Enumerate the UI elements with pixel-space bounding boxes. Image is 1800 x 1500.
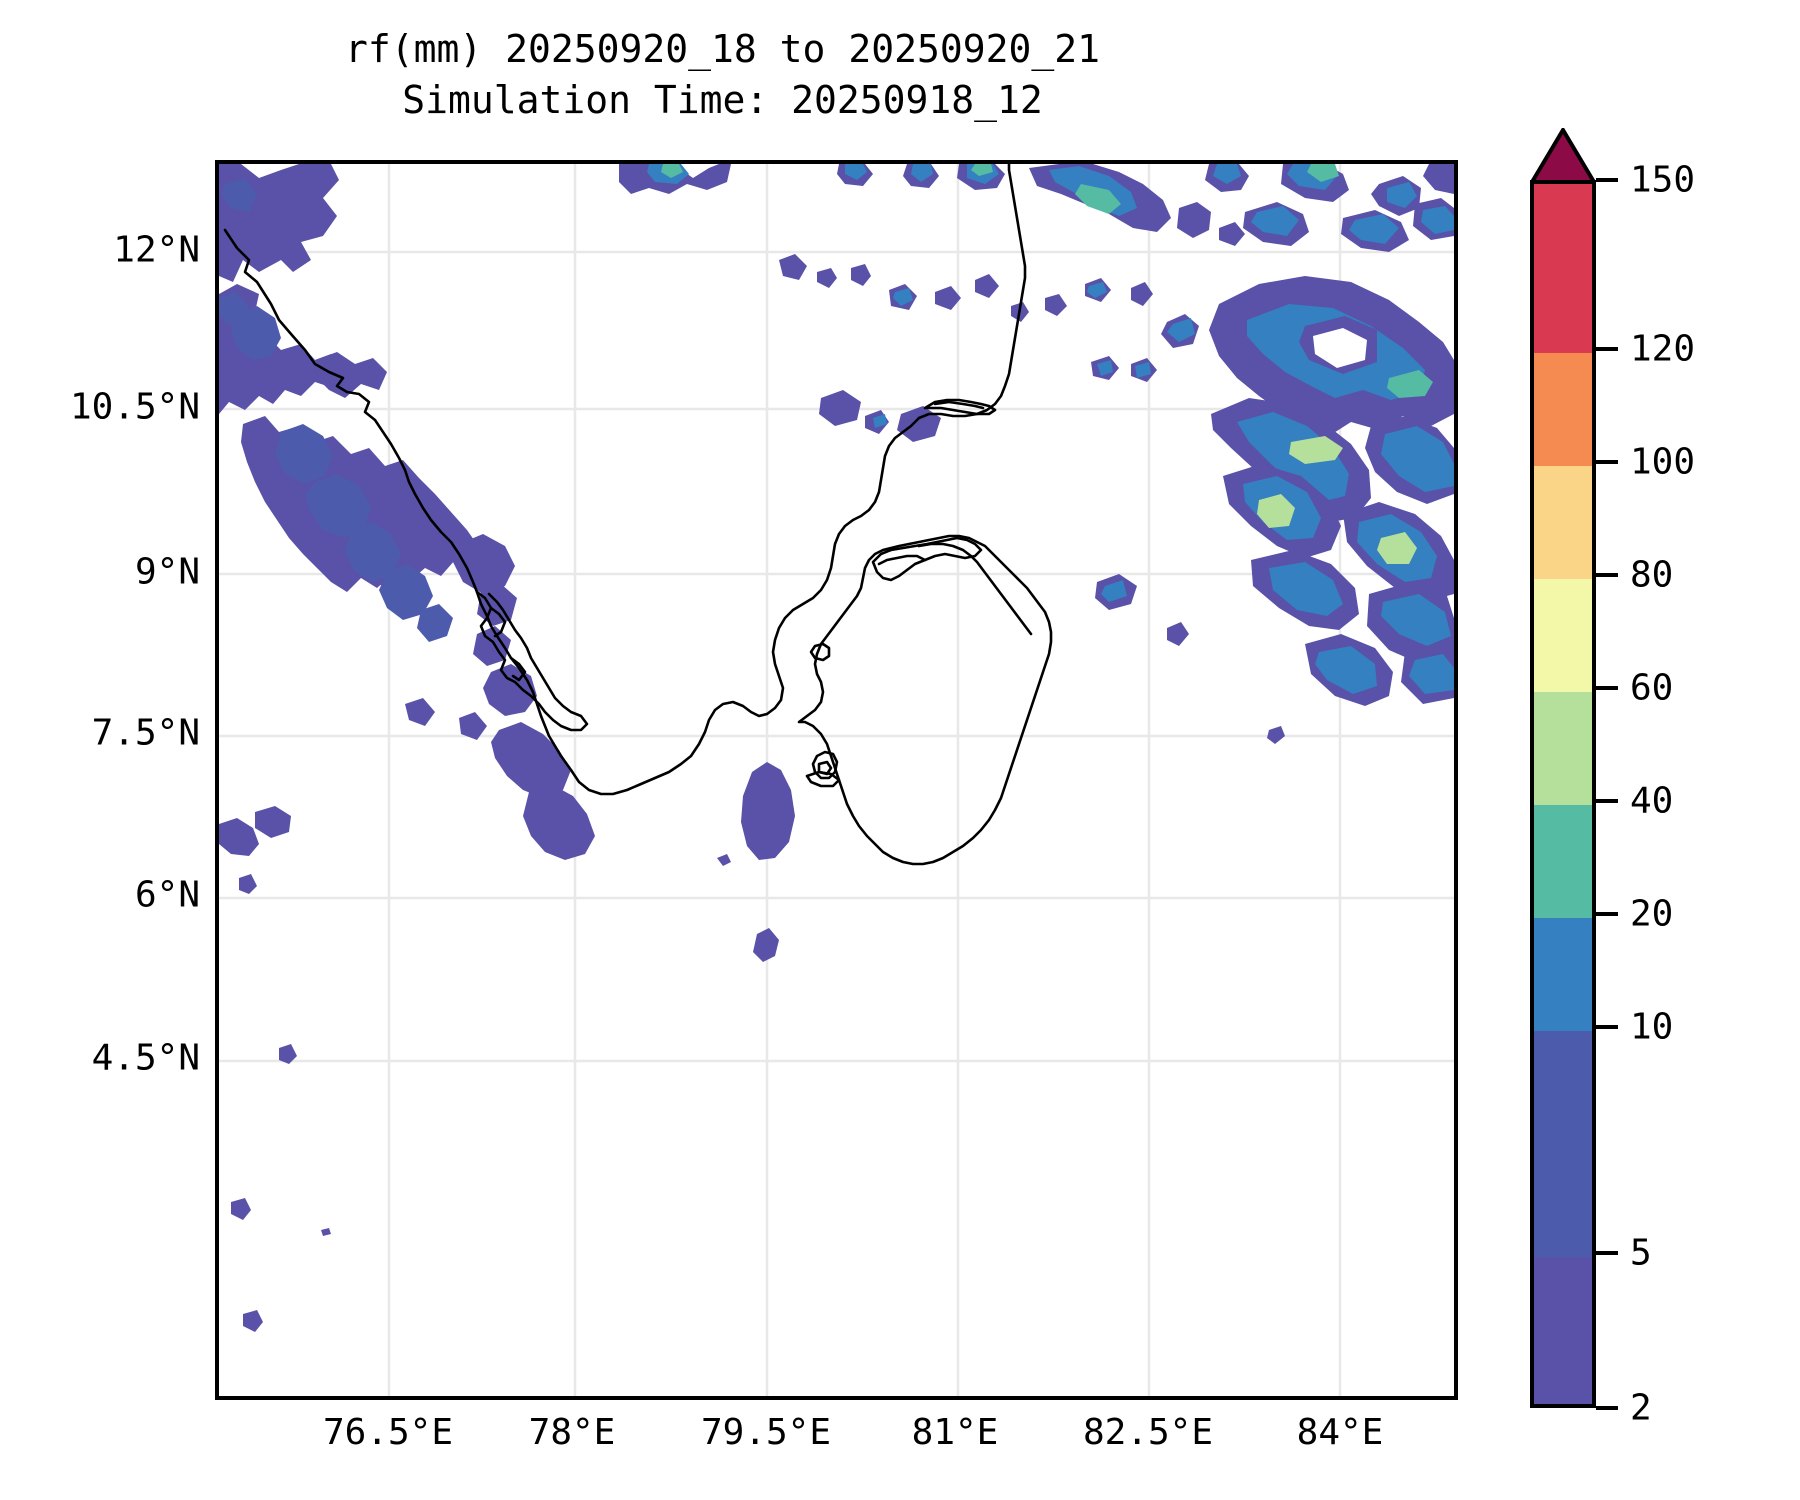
colorbar[interactable]: 150 120 100 80 60 40 20 10 5 2 [1530,128,1790,1429]
colorbar-tick-100 [1596,460,1618,464]
y-tick-label-4p5N: 4.5°N [91,1037,200,1079]
y-tick-label-7p5N: 7.5°N [91,712,200,754]
title-line-2: Simulation Time: 20250918_12 [402,77,1043,122]
precip-north-edge [619,164,1005,194]
y-tick-label-12N: 12°N [113,229,200,271]
map-canvas [219,164,1454,1396]
colorbar-band-100-120 [1534,353,1592,466]
colorbar-band-40-60 [1534,692,1592,805]
colorbar-gradient [1530,180,1596,1408]
colorbar-label-5: 5 [1630,1232,1652,1274]
y-tick-label-10p5N: 10.5°N [69,386,200,428]
colorbar-label-150: 150 [1630,159,1696,201]
coastlines [223,164,1053,866]
colorbar-band-60-80 [1534,579,1592,692]
colorbar-tick-10 [1596,1025,1618,1029]
colorbar-band-5-10 [1534,1031,1592,1257]
colorbar-tick-2 [1596,1406,1618,1410]
colorbar-label-120: 120 [1630,328,1696,370]
x-tick-label-78E: 78°E [528,1412,616,1453]
colorbar-label-80: 80 [1630,554,1674,596]
colorbar-band-10-20 [1534,918,1592,1031]
precip-contours [219,164,1454,1332]
x-tick-label-82p5E: 82.5°E [1082,1412,1214,1453]
colorbar-tick-120 [1596,347,1618,351]
title-line-1: rf(mm) 20250920_18 to 20250920_21 [345,27,1100,71]
colorbar-label-40: 40 [1630,780,1674,822]
colorbar-tick-60 [1596,686,1618,690]
y-tick-label-9N: 9°N [134,551,200,593]
colorbar-label-60: 60 [1630,667,1674,709]
colorbar-band-20-40 [1534,805,1592,918]
colorbar-tick-80 [1596,573,1618,577]
x-tick-label-76p5E: 76.5°E [322,1412,454,1453]
x-axis-tick-labels: 76.5°E 78°E 79.5°E 81°E 82.5°E 84°E [0,1412,1800,1472]
colorbar-label-20: 20 [1630,893,1674,935]
precip-bay-of-bengal-ne [1029,164,1454,706]
colorbar-label-2: 2 [1630,1387,1652,1429]
colorbar-tick-150 [1596,178,1618,182]
y-tick-label-6N: 6°N [134,874,200,916]
x-tick-label-84E: 84°E [1296,1412,1384,1453]
colorbar-band-2-5 [1534,1257,1592,1404]
x-tick-label-81E: 81°E [911,1412,999,1453]
colorbar-over-arrow-icon [1530,128,1596,184]
figure-title: rf(mm) 20250920_18 to 20250920_21 Simula… [0,24,1445,125]
colorbar-label-100: 100 [1630,441,1696,483]
y-axis-tick-labels: 12°N 10.5°N 9°N 7.5°N 6°N 4.5°N [0,0,200,1500]
precip-scattered-cells [779,254,1285,744]
colorbar-band-80-100 [1534,466,1592,579]
x-tick-label-79p5E: 79.5°E [700,1412,832,1453]
colorbar-label-10: 10 [1630,1006,1674,1048]
colorbar-tick-5 [1596,1251,1618,1255]
colorbar-tick-40 [1596,799,1618,803]
precip-western-ghats [219,164,595,860]
colorbar-band-120-150 [1534,184,1592,353]
map-axes[interactable] [215,160,1458,1400]
precip-southwest-cells [219,806,331,1332]
colorbar-tick-20 [1596,912,1618,916]
precip-sri-lanka [717,762,795,962]
